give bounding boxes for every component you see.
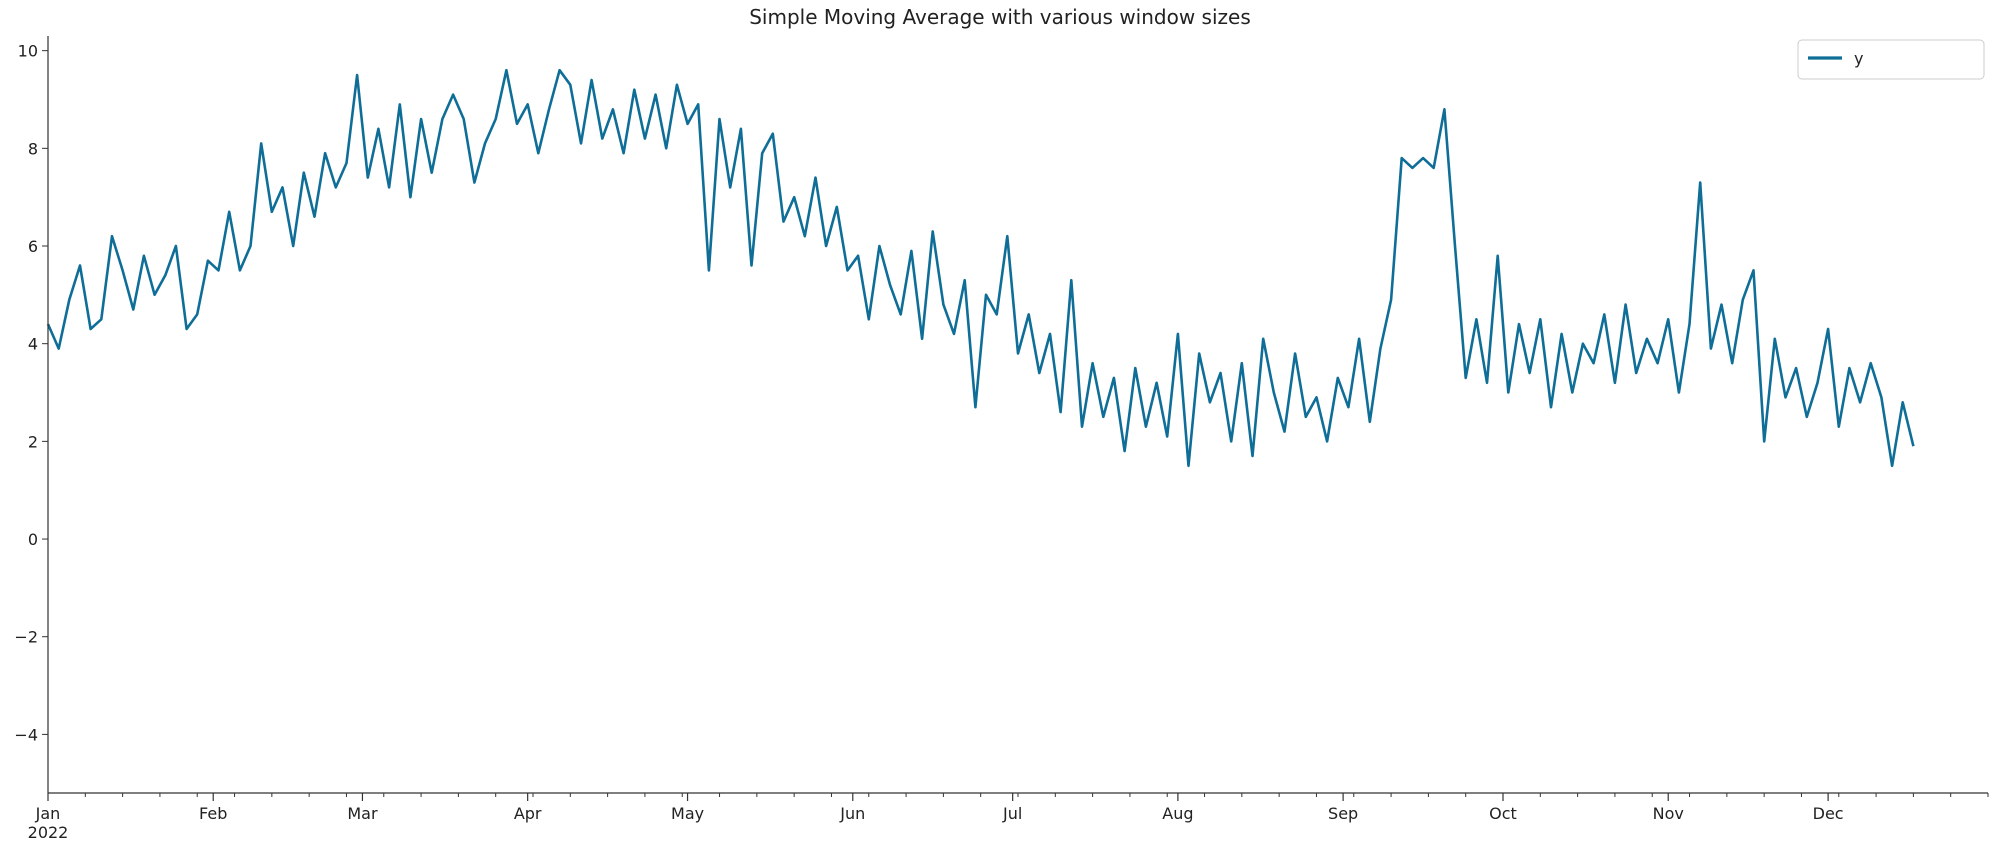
y-tick-label: 6 — [28, 237, 38, 256]
series-line-y — [46, 68, 1915, 468]
y-ticks: −4 −2 0 2 4 6 8 10 — [14, 42, 48, 744]
x-tick-label: Apr — [514, 804, 542, 823]
x-tick-year-label: 2022 — [28, 823, 69, 842]
legend: y — [1797, 39, 1985, 80]
x-tick-label: Jun — [839, 804, 865, 823]
y-tick-label: 2 — [28, 432, 38, 451]
x-tick-label: Dec — [1813, 804, 1844, 823]
x-tick-label: Sep — [1328, 804, 1358, 823]
plot-area — [46, 68, 1915, 468]
chart-title: Simple Moving Average with various windo… — [749, 5, 1251, 29]
y-tick-label: 8 — [28, 139, 38, 158]
x-tick-label: Mar — [347, 804, 378, 823]
x-tick-label: Oct — [1489, 804, 1517, 823]
x-tick-label: Jan — [35, 804, 61, 823]
x-tick-label: Nov — [1653, 804, 1684, 823]
legend-frame — [1797, 39, 1985, 80]
y-tick-label: −2 — [14, 628, 38, 647]
x-tick-label: Aug — [1162, 804, 1193, 823]
y-tick-label: 10 — [18, 42, 38, 61]
x-tick-label: Feb — [199, 804, 227, 823]
y-tick-label: 4 — [28, 335, 38, 354]
y-tick-label: 0 — [28, 530, 38, 549]
y-tick-label: −4 — [14, 725, 38, 744]
x-tick-label: Jul — [1002, 804, 1022, 823]
legend-label: y — [1854, 49, 1863, 68]
x-tick-label: May — [671, 804, 704, 823]
